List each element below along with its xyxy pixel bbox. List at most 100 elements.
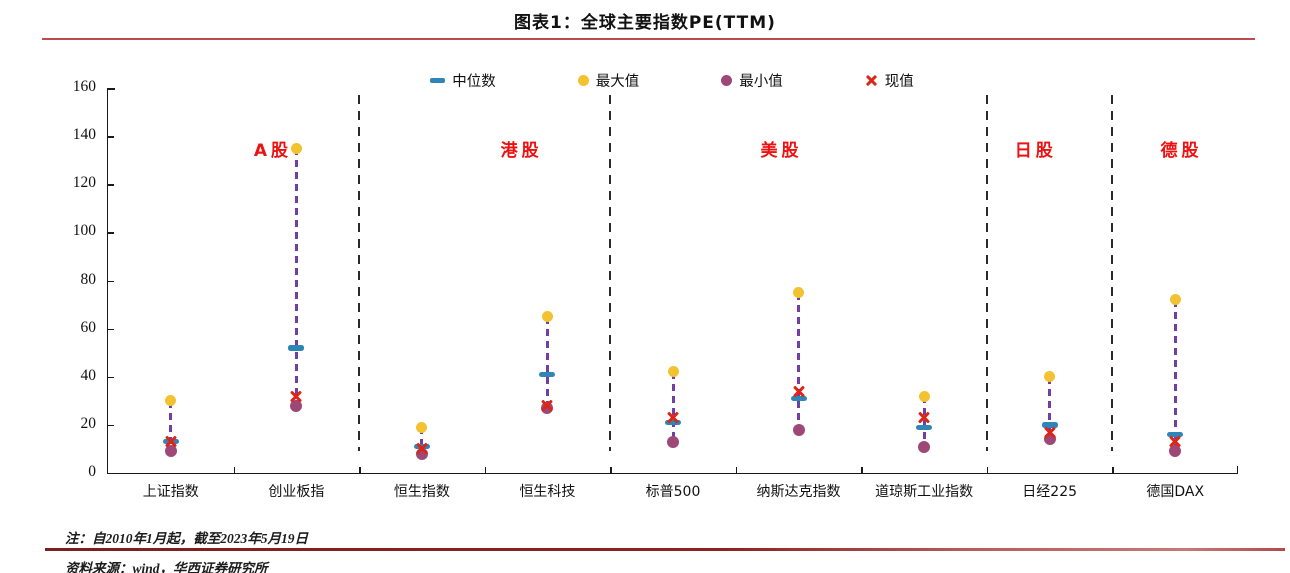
median-dash-icon (430, 78, 446, 83)
x-category-label: 德国DAX (1146, 484, 1205, 500)
legend-item-max: 最大值 (577, 70, 640, 91)
x-category-label: 创业板指 (268, 484, 325, 500)
marker-median (665, 419, 681, 426)
legend-label: 现值 (884, 74, 914, 90)
x-axis-tick (986, 467, 989, 473)
x-axis-tick (359, 467, 361, 473)
range-connector (922, 396, 926, 447)
marker-max (1044, 371, 1056, 383)
title-underline-rule (42, 38, 1255, 40)
max-dot-icon (577, 75, 589, 86)
group-label: 美股 (760, 141, 803, 161)
marker-min (918, 440, 931, 453)
range-connector (1048, 376, 1052, 440)
y-axis-tick (108, 184, 114, 186)
y-axis-tick (108, 280, 114, 282)
y-axis-tick (108, 88, 114, 90)
chart-legend: 中位数 最大值 最小值 现值 (107, 70, 1237, 91)
marker-min (792, 423, 805, 436)
legend-label: 最大值 (595, 74, 640, 90)
legend-label: 中位数 (452, 74, 496, 90)
chart-source: 资料来源：wind，华西证券研究所 (65, 561, 268, 573)
marker-current (792, 384, 806, 398)
x-axis-tick (735, 467, 738, 473)
x-axis-tick (861, 467, 863, 473)
legend-item-current: 现值 (865, 70, 914, 91)
group-separator (1111, 95, 1114, 451)
y-tick-label: 160 (72, 78, 96, 95)
legend-item-min: 最小值 (721, 70, 783, 91)
legend-label: 最小值 (739, 74, 783, 90)
y-tick-label: 20 (80, 414, 97, 432)
marker-max (918, 390, 930, 402)
range-connector (169, 400, 173, 452)
y-axis-tick (108, 232, 114, 234)
marker-current (415, 442, 429, 456)
group-label: 日股 (1014, 141, 1057, 161)
range-connector (545, 316, 549, 409)
group-separator (985, 95, 988, 451)
marker-max (416, 421, 428, 433)
marker-min (1169, 445, 1182, 458)
current-x-icon (865, 74, 878, 87)
range-connector (1173, 299, 1177, 452)
y-axis-tick (108, 424, 114, 427)
marker-min (667, 435, 679, 448)
group-separator (358, 95, 361, 451)
x-axis-tick (484, 467, 487, 473)
x-category-label: 恒生科技 (519, 484, 576, 500)
marker-max (1169, 294, 1181, 306)
legend-item-median: 中位数 (430, 70, 496, 91)
marker-min (290, 399, 303, 412)
marker-current (917, 411, 931, 425)
marker-max (165, 395, 177, 407)
range-connector (420, 427, 424, 454)
y-tick-label: 60 (80, 318, 97, 336)
marker-current (1168, 435, 1182, 449)
marker-current (164, 435, 178, 449)
marker-median (288, 345, 305, 351)
marker-max (793, 287, 805, 299)
min-dot-icon (721, 75, 733, 86)
marker-current (289, 389, 303, 403)
x-category-label: 上证指数 (142, 484, 199, 500)
y-tick-label: 140 (72, 126, 96, 144)
x-axis-tick (1112, 467, 1114, 473)
marker-max (541, 311, 553, 323)
x-axis-end-cap (1236, 466, 1238, 473)
y-tick-label: 100 (72, 222, 96, 240)
range-connector (294, 148, 298, 406)
marker-max (667, 366, 679, 378)
marker-max (290, 142, 302, 154)
group-separator (609, 95, 612, 451)
footer-rule (45, 548, 1285, 551)
range-connector (671, 371, 675, 442)
y-tick-label: 80 (80, 270, 97, 288)
marker-min (164, 445, 177, 458)
range-connector (797, 292, 801, 430)
group-label: 德股 (1160, 141, 1203, 161)
chart-note: 注：自2010年1月起，截至2023年5月19日 (65, 531, 308, 546)
x-category-label: 日经225 (1022, 484, 1078, 500)
x-axis-tick (233, 467, 236, 473)
marker-median (790, 395, 807, 402)
group-label: A股 (253, 141, 293, 161)
marker-median (916, 424, 933, 431)
chart-title: 图表1：全球主要指数PE(TTM) (514, 13, 776, 33)
y-tick-label: 40 (80, 366, 97, 384)
marker-median (539, 371, 556, 378)
x-axis-tick (610, 467, 612, 473)
y-tick-label: 120 (72, 174, 96, 192)
marker-median (1041, 422, 1058, 428)
x-category-label: 纳斯达克指数 (756, 484, 841, 500)
y-axis-tick (108, 376, 114, 379)
y-tick-label: 0 (88, 463, 96, 480)
plot-area: 0 20 40 60 80 100 120 140 160 上证指数 创业板指 恒生指数 恒生科技 标普5… (73, 78, 1238, 500)
x-category-label: 道琼斯工业指数 (875, 484, 974, 500)
group-label: 港股 (500, 141, 543, 161)
x-category-label: 恒生指数 (393, 484, 450, 500)
x-category-label: 标普500 (645, 484, 701, 500)
marker-current (540, 399, 554, 413)
marker-current (666, 411, 680, 425)
